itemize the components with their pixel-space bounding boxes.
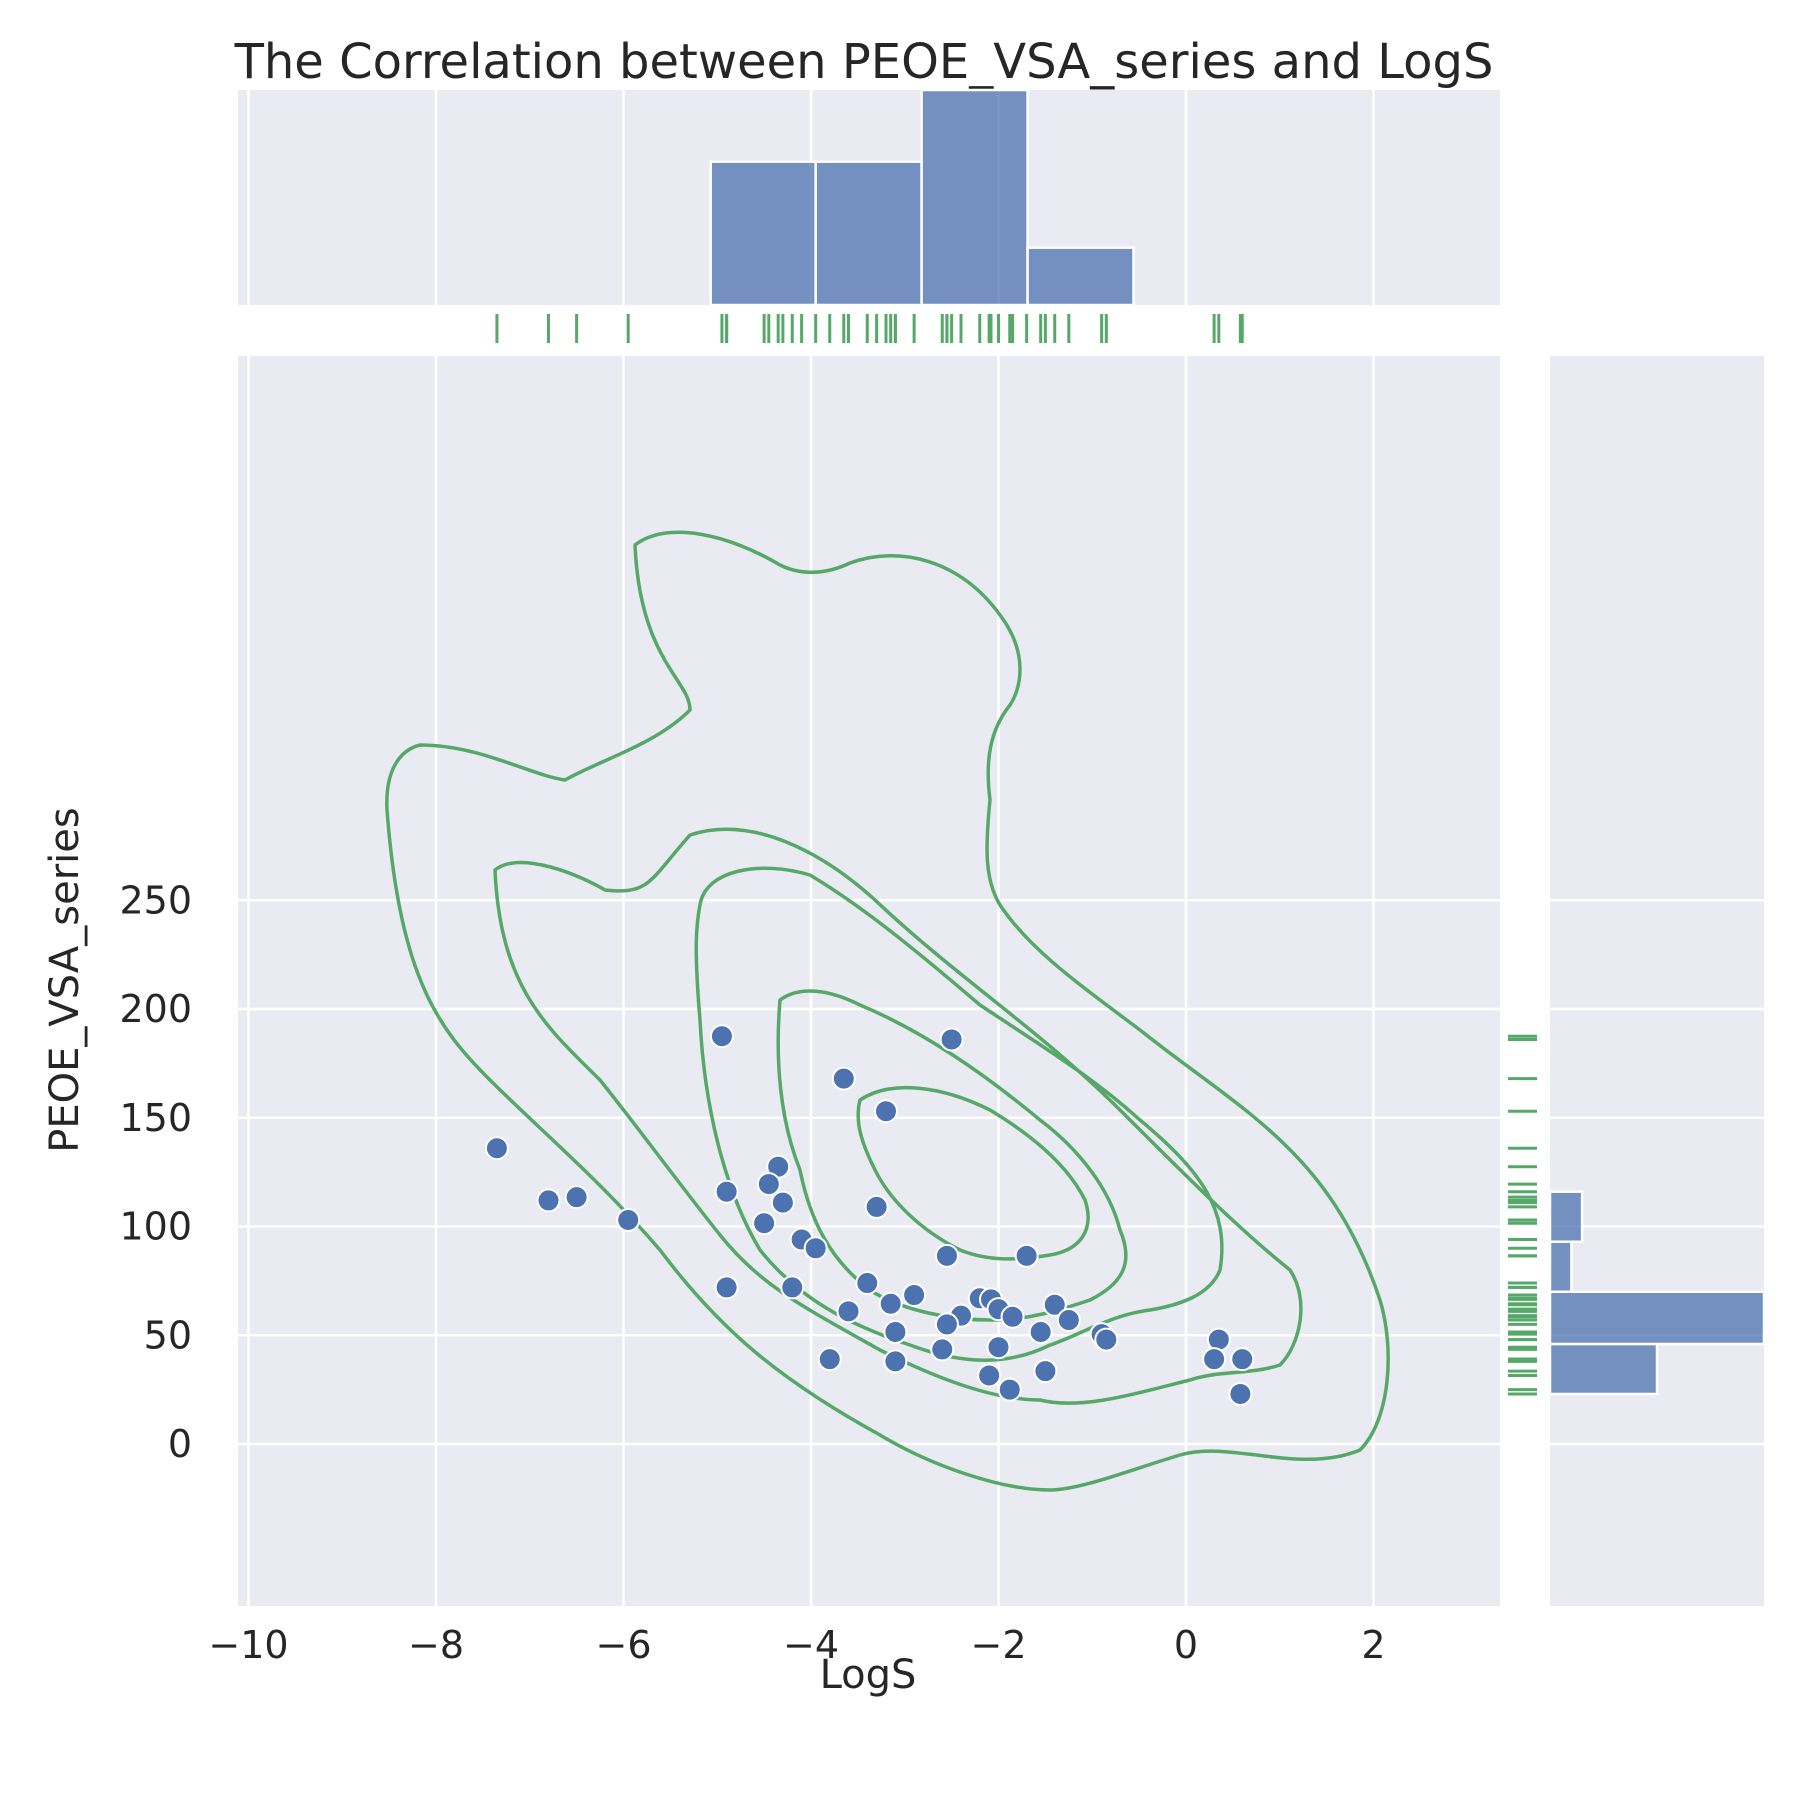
data-point bbox=[714, 1275, 739, 1300]
y-tick-label: 250 bbox=[119, 878, 192, 922]
data-point bbox=[883, 1349, 908, 1374]
x-tick-labels: −10 −8 −6 −4 −2 0 2 bbox=[208, 1623, 1385, 1667]
x-axis-label: LogS bbox=[820, 1652, 917, 1698]
data-point bbox=[831, 1066, 856, 1091]
data-point bbox=[1028, 1319, 1053, 1344]
x-hist-bar bbox=[709, 160, 817, 307]
data-point bbox=[1202, 1347, 1227, 1372]
y-tick-labels: 0 50 100 150 200 250 bbox=[119, 878, 192, 1466]
data-point bbox=[1014, 1243, 1039, 1268]
data-point bbox=[883, 1319, 908, 1344]
data-point bbox=[752, 1211, 777, 1236]
data-point bbox=[934, 1243, 959, 1268]
y-hist-bar bbox=[1548, 1190, 1584, 1243]
data-point bbox=[1206, 1327, 1231, 1352]
data-point bbox=[817, 1347, 842, 1372]
y-tick-label: 50 bbox=[144, 1313, 192, 1357]
data-point bbox=[1094, 1327, 1119, 1352]
data-point bbox=[756, 1172, 781, 1197]
y-histogram bbox=[1548, 1190, 1766, 1396]
x-tick-label: 0 bbox=[1174, 1623, 1198, 1667]
y-tick-label: 200 bbox=[119, 987, 192, 1031]
data-point bbox=[803, 1236, 828, 1261]
data-point bbox=[930, 1337, 955, 1362]
x-tick-label: −8 bbox=[408, 1623, 464, 1667]
data-point bbox=[564, 1185, 589, 1210]
x-histogram bbox=[709, 88, 1135, 307]
x-tick-label: −2 bbox=[970, 1623, 1026, 1667]
data-point bbox=[986, 1335, 1011, 1360]
data-point bbox=[855, 1271, 880, 1296]
x-hist-bar bbox=[1026, 246, 1135, 307]
kde-contours bbox=[385, 530, 1390, 1492]
x-tick-label: −6 bbox=[595, 1623, 651, 1667]
x-tick-label: −10 bbox=[208, 1623, 288, 1667]
y-hist-bar bbox=[1548, 1240, 1573, 1293]
x-tick-label: 2 bbox=[1361, 1623, 1385, 1667]
data-point bbox=[770, 1190, 795, 1215]
data-point bbox=[934, 1312, 959, 1337]
y-hist-bar bbox=[1548, 1290, 1766, 1346]
x-tick-label: −4 bbox=[783, 1623, 839, 1667]
data-point bbox=[864, 1194, 889, 1219]
y-hist-bar bbox=[1548, 1342, 1659, 1396]
data-point bbox=[536, 1188, 561, 1213]
data-point bbox=[1056, 1308, 1081, 1333]
data-point bbox=[836, 1299, 861, 1324]
y-tick-label: 150 bbox=[119, 1096, 192, 1140]
data-point bbox=[1033, 1359, 1058, 1384]
y-tick-label: 100 bbox=[119, 1205, 192, 1249]
kde-contour-2 bbox=[493, 827, 1303, 1405]
data-point bbox=[939, 1027, 964, 1052]
chart-title: The Correlation between PEOE_VSA_series … bbox=[234, 34, 1494, 90]
data-point bbox=[1230, 1347, 1255, 1372]
y-rug bbox=[1508, 1034, 1537, 1396]
data-point bbox=[997, 1377, 1022, 1402]
data-point bbox=[878, 1291, 903, 1316]
kde-contour-1 bbox=[385, 530, 1390, 1492]
data-point bbox=[709, 1024, 734, 1049]
kde-contour-4 bbox=[776, 989, 1128, 1322]
data-point bbox=[780, 1275, 805, 1300]
data-point bbox=[616, 1207, 641, 1232]
data-point bbox=[977, 1363, 1002, 1388]
right-marginal-background bbox=[1550, 356, 1764, 1606]
data-point bbox=[874, 1099, 898, 1124]
kde-contour-5 bbox=[856, 1085, 1090, 1261]
data-point bbox=[902, 1283, 927, 1308]
x-hist-bar bbox=[814, 160, 923, 307]
y-tick-label: 0 bbox=[168, 1422, 192, 1466]
x-hist-bar bbox=[920, 88, 1029, 307]
x-rug bbox=[495, 314, 1244, 343]
data-point bbox=[484, 1136, 509, 1161]
scatter-points bbox=[484, 1024, 1255, 1406]
data-point bbox=[714, 1179, 739, 1204]
y-axis-label: PEOE_VSA_series bbox=[42, 807, 88, 1152]
main-plot-background bbox=[238, 356, 1500, 1606]
data-point bbox=[1228, 1381, 1253, 1406]
data-point bbox=[1000, 1304, 1025, 1329]
data-point bbox=[1042, 1292, 1067, 1317]
